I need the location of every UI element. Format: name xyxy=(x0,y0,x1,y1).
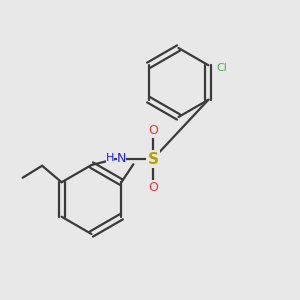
Text: N: N xyxy=(117,152,126,165)
Text: O: O xyxy=(148,124,158,137)
Text: S: S xyxy=(148,152,158,166)
Text: O: O xyxy=(148,181,158,194)
Text: H: H xyxy=(106,153,114,163)
Text: Cl: Cl xyxy=(216,63,227,73)
